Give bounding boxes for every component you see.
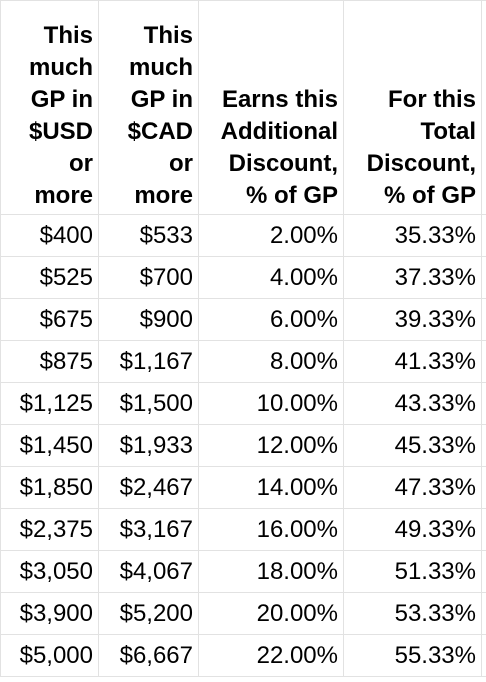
edge-cell: [481, 508, 486, 551]
edge-cell: [481, 634, 486, 677]
edge-cell: [481, 424, 486, 467]
table-row: $675 $900 6.00% 39.33%: [0, 298, 486, 341]
table-cell: $700: [98, 256, 199, 299]
table-cell: 51.33%: [343, 550, 482, 593]
table-cell: $4,067: [98, 550, 199, 593]
table-cell: $3,900: [0, 592, 99, 635]
header-line: Total: [420, 118, 476, 145]
header-line: more: [34, 182, 93, 209]
table-cell: $1,450: [0, 424, 99, 467]
header-line: This: [43, 22, 93, 49]
table-row: $3,900 $5,200 20.00% 53.33%: [0, 592, 486, 635]
header-line: % of GP: [245, 182, 338, 209]
table-cell: 37.33%: [343, 256, 482, 299]
table-row: $1,850 $2,467 14.00% 47.33%: [0, 466, 486, 509]
table-cell: 16.00%: [198, 508, 344, 551]
header-line: GP in: [30, 86, 93, 113]
table-cell: $5,200: [98, 592, 199, 635]
table-cell: 8.00%: [198, 340, 344, 383]
edge-cell: [481, 466, 486, 509]
table-row: $5,000 $6,667 22.00% 55.33%: [0, 634, 486, 677]
header-line: $CAD: [127, 118, 193, 145]
table-cell: 6.00%: [198, 298, 344, 341]
edge-cell: [481, 256, 486, 299]
table-cell: $2,467: [98, 466, 199, 509]
header-cell: This much GP in $USD or more: [0, 0, 99, 215]
edge-cell: [481, 382, 486, 425]
table-cell: $1,125: [0, 382, 99, 425]
header-cell: For this Total Discount, % of GP: [343, 0, 482, 215]
header-cell: This much GP in $CAD or more: [98, 0, 199, 215]
header-line: much: [28, 54, 93, 81]
table-cell: 53.33%: [343, 592, 482, 635]
table-cell: 12.00%: [198, 424, 344, 467]
table-cell: $1,933: [98, 424, 199, 467]
table-cell: $1,500: [98, 382, 199, 425]
table-cell: 2.00%: [198, 214, 344, 257]
header-line: or: [69, 150, 93, 177]
header-row: This much GP in $USD or more This much GP in $CAD…: [0, 0, 486, 215]
table-cell: $900: [98, 298, 199, 341]
edge-cell: [481, 0, 486, 215]
header-line: much: [128, 54, 193, 81]
table-cell: 20.00%: [198, 592, 344, 635]
table-row: $1,450 $1,933 12.00% 45.33%: [0, 424, 486, 467]
table-cell: $675: [0, 298, 99, 341]
table-cell: 39.33%: [343, 298, 482, 341]
header-line: Additional: [220, 118, 338, 145]
edge-cell: [481, 550, 486, 593]
header-line: more: [134, 182, 193, 209]
table-cell: $1,850: [0, 466, 99, 509]
edge-cell: [481, 340, 486, 383]
table-cell: 45.33%: [343, 424, 482, 467]
table-row: $875 $1,167 8.00% 41.33%: [0, 340, 486, 383]
table-cell: $5,000: [0, 634, 99, 677]
table-row: $1,125 $1,500 10.00% 43.33%: [0, 382, 486, 425]
table-cell: $3,050: [0, 550, 99, 593]
table-cell: 49.33%: [343, 508, 482, 551]
table-cell: 10.00%: [198, 382, 344, 425]
header-line: Discount,: [228, 150, 338, 177]
table-cell: 18.00%: [198, 550, 344, 593]
header-line: For this: [388, 86, 476, 113]
header-line: $USD: [28, 118, 93, 145]
table-cell: $400: [0, 214, 99, 257]
table-cell: $6,667: [98, 634, 199, 677]
table-row: $3,050 $4,067 18.00% 51.33%: [0, 550, 486, 593]
table-cell: 14.00%: [198, 466, 344, 509]
table-cell: 4.00%: [198, 256, 344, 299]
header-line: Earns this: [221, 86, 338, 113]
table-cell: $875: [0, 340, 99, 383]
table-cell: 41.33%: [343, 340, 482, 383]
header-cell: Earns this Additional Discount, % of GP: [198, 0, 344, 215]
table-row: $2,375 $3,167 16.00% 49.33%: [0, 508, 486, 551]
edge-cell: [481, 592, 486, 635]
table-cell: 55.33%: [343, 634, 482, 677]
table-cell: 22.00%: [198, 634, 344, 677]
table-cell: $533: [98, 214, 199, 257]
table-cell: $525: [0, 256, 99, 299]
table-cell: $2,375: [0, 508, 99, 551]
edge-cell: [481, 214, 486, 257]
table-cell: 35.33%: [343, 214, 482, 257]
table-cell: 47.33%: [343, 466, 482, 509]
edge-cell: [481, 298, 486, 341]
header-line: This: [143, 22, 193, 49]
table-row: $400 $533 2.00% 35.33%: [0, 214, 486, 257]
table-body: $400 $533 2.00% 35.33% $525 $700 4.00% 37.33% $6…: [0, 214, 486, 677]
header-line: Discount,: [366, 150, 476, 177]
table-row: $525 $700 4.00% 37.33%: [0, 256, 486, 299]
header-line: GP in: [130, 86, 193, 113]
table-cell: $1,167: [98, 340, 199, 383]
header-line: % of GP: [383, 182, 476, 209]
table-cell: 43.33%: [343, 382, 482, 425]
table-cell: $3,167: [98, 508, 199, 551]
header-line: or: [169, 150, 193, 177]
